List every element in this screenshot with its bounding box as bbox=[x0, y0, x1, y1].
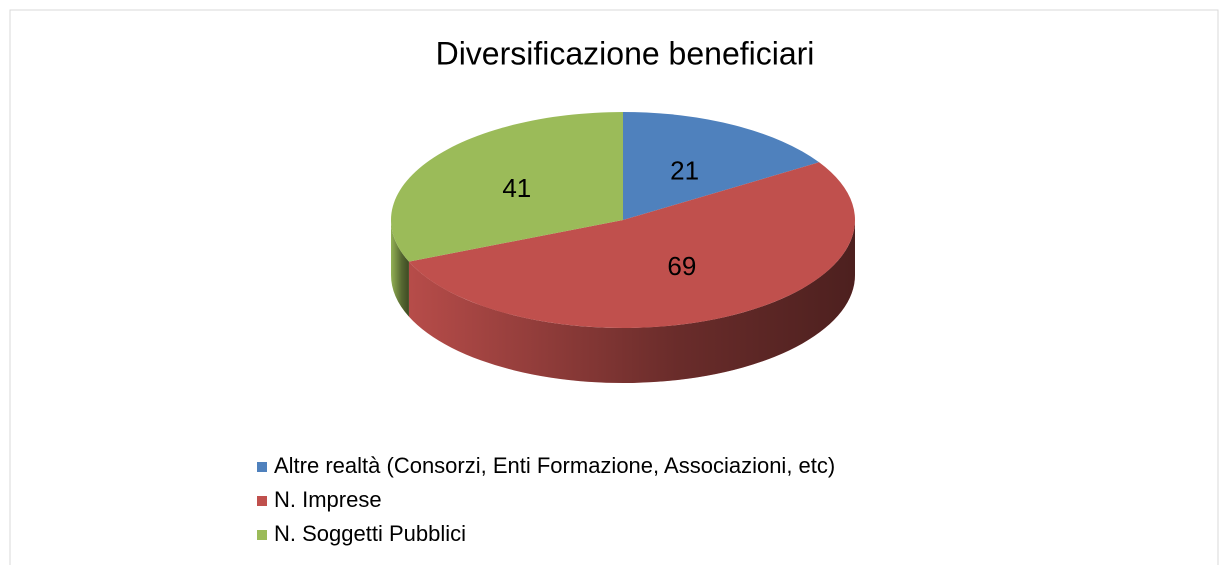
pie-slice bbox=[391, 112, 623, 262]
legend-label: N. Soggetti Pubblici bbox=[274, 521, 466, 546]
data-label: 69 bbox=[667, 251, 696, 281]
legend-swatch bbox=[257, 496, 267, 506]
pie-side-shade bbox=[408, 220, 855, 383]
legend-swatch bbox=[257, 530, 267, 540]
legend-label: Altre realtà (Consorzi, Enti Formazione,… bbox=[274, 453, 835, 478]
data-label: 21 bbox=[670, 156, 699, 186]
chart-title: Diversificazione beneficiari bbox=[436, 35, 815, 71]
pie-slice bbox=[623, 112, 820, 220]
pie-slice bbox=[408, 162, 856, 329]
data-label: 41 bbox=[502, 173, 531, 203]
legend-label: N. Imprese bbox=[274, 487, 382, 512]
legend-swatch bbox=[257, 462, 267, 472]
pie-side-shade bbox=[391, 220, 409, 317]
